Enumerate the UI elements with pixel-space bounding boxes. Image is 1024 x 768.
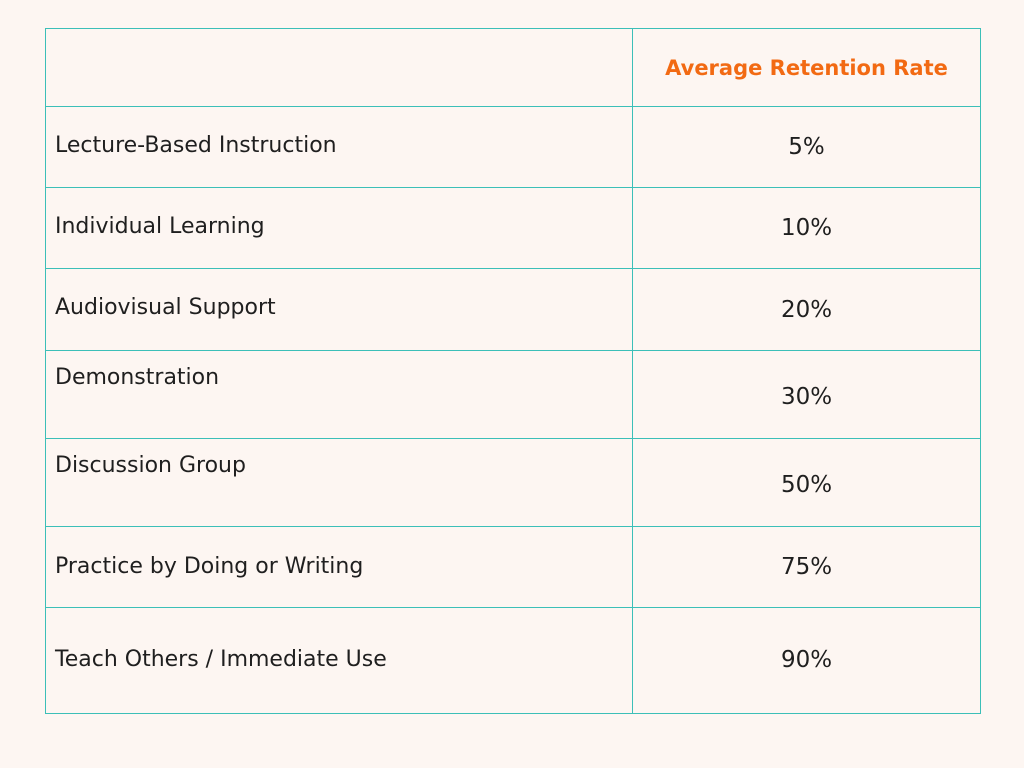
header-retention-rate: Average Retention Rate: [632, 28, 981, 107]
method-label: Audiovisual Support: [55, 295, 276, 320]
rate-cell: 5%: [632, 106, 981, 188]
table-row: Individual Learning 10%: [45, 187, 981, 269]
table-row: Audiovisual Support 20%: [45, 268, 981, 351]
rate-cell: 10%: [632, 187, 981, 269]
method-label: Individual Learning: [55, 213, 265, 239]
method-cell: Teach Others / Immediate Use: [45, 607, 633, 714]
rate-cell: 75%: [632, 526, 981, 608]
method-cell: Audiovisual Support: [45, 268, 633, 351]
method-cell: Demonstration: [45, 350, 633, 439]
rate-cell: 50%: [632, 438, 981, 527]
method-label: Lecture-Based Instruction: [55, 132, 337, 158]
table-header-row: Average Retention Rate: [45, 28, 981, 107]
rate-cell: 90%: [632, 607, 981, 714]
table-row: Discussion Group 50%: [45, 438, 981, 527]
method-cell: Lecture-Based Instruction: [45, 106, 633, 188]
method-label: Discussion Group: [55, 453, 246, 478]
rate-cell: 30%: [632, 350, 981, 439]
method-cell: Individual Learning: [45, 187, 633, 269]
method-cell: Practice by Doing or Writing: [45, 526, 633, 608]
table-row: Practice by Doing or Writing 75%: [45, 526, 981, 608]
table-row: Lecture-Based Instruction 5%: [45, 106, 981, 188]
method-cell: Discussion Group: [45, 438, 633, 527]
rate-cell: 20%: [632, 268, 981, 351]
header-method-cell: [45, 28, 633, 107]
table-row: Demonstration 30%: [45, 350, 981, 439]
method-label: Demonstration: [55, 365, 220, 390]
retention-rate-table: Average Retention Rate Lecture-Based Ins…: [45, 28, 981, 714]
table-row: Teach Others / Immediate Use 90%: [45, 607, 981, 714]
method-label: Practice by Doing or Writing: [55, 553, 364, 579]
method-label: Teach Others / Immediate Use: [55, 647, 387, 672]
